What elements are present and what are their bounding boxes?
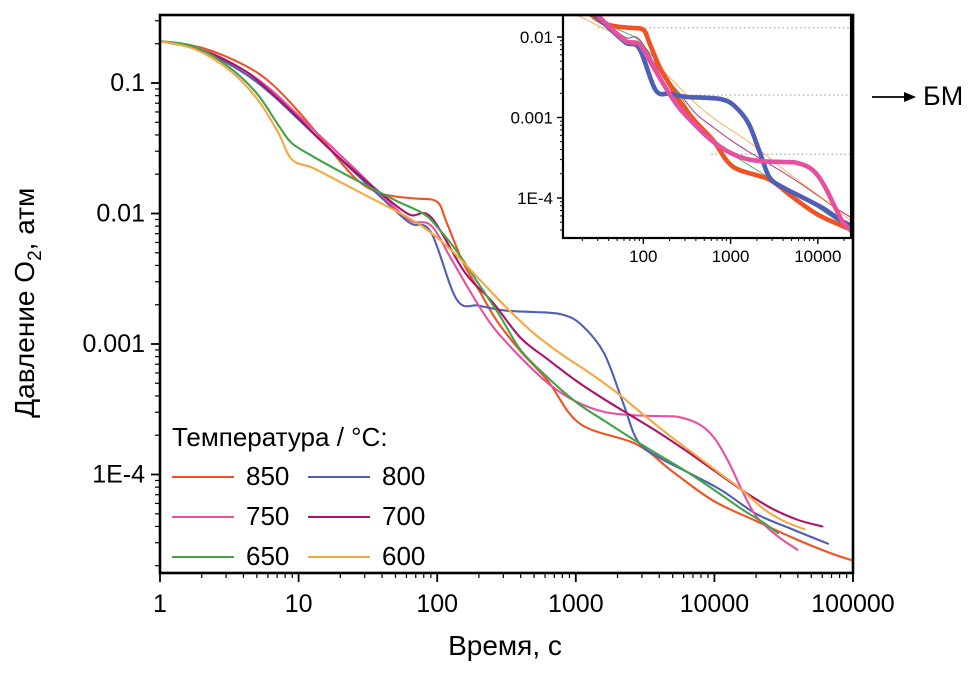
legend-label-750: 750 xyxy=(246,501,290,531)
y-tick-label: 0.1 xyxy=(110,69,145,97)
inset-thin-curve-600 xyxy=(576,15,851,222)
y-tick-label: 0.01 xyxy=(96,200,145,228)
legend-label-850: 850 xyxy=(246,461,290,491)
legend-item-600: 600 xyxy=(308,541,432,572)
inset-tick-label: 1E-4 xyxy=(517,189,553,208)
x-tick-label: 1 xyxy=(153,590,167,618)
legend: Температура / °C: 850 800 750 700 650 xyxy=(172,422,432,572)
curve-750 xyxy=(160,40,799,551)
legend-item-750: 750 xyxy=(172,501,296,532)
inset-thick-curve-850 xyxy=(588,15,851,233)
legend-label-600: 600 xyxy=(382,541,426,571)
right-arrow-icon xyxy=(872,91,916,102)
legend-grid: 850 800 750 700 650 600 xyxy=(172,461,432,572)
legend-item-850: 850 xyxy=(172,461,296,492)
inset-thick-curve-750 xyxy=(593,15,851,234)
legend-line-swatch-650 xyxy=(172,555,234,558)
y-axis-title-units: , атм xyxy=(9,187,41,251)
x-tick-label: 100 xyxy=(416,590,458,618)
y-axis-title: Давление O2, атм xyxy=(9,103,47,503)
bm-annotation: БМ xyxy=(872,81,963,112)
inset-tick-label: 0.01 xyxy=(520,28,553,47)
inset-tick-label: 100 xyxy=(629,247,657,266)
legend-item-700: 700 xyxy=(308,501,432,532)
legend-line-swatch-850 xyxy=(172,475,234,478)
legend-line-swatch-750 xyxy=(172,515,234,518)
legend-item-800: 800 xyxy=(308,461,432,492)
inset-thick-curve-800 xyxy=(591,15,851,229)
x-tick-label: 1000 xyxy=(548,590,604,618)
y-axis-title-subscript: 2 xyxy=(24,250,46,261)
y-axis-title-text: Давление O xyxy=(9,260,41,418)
main-curves xyxy=(160,40,853,562)
legend-label-650: 650 xyxy=(246,541,290,571)
x-axis-title: Время, с xyxy=(448,630,562,661)
legend-line-swatch-600 xyxy=(308,555,370,558)
curve-600 xyxy=(160,40,806,531)
inset-tick-label: 0.001 xyxy=(510,109,553,128)
inset-tick-label: 1000 xyxy=(712,247,750,266)
legend-label-700: 700 xyxy=(382,501,426,531)
legend-line-swatch-700 xyxy=(308,515,370,518)
x-tick-label: 10000 xyxy=(680,590,750,618)
bm-annotation-label: БМ xyxy=(923,81,964,111)
y-tick-label: 0.001 xyxy=(82,330,145,358)
legend-line-swatch-800 xyxy=(308,475,370,478)
inset-plot: 100 1000 10000 0.01 0.001 1E-4 xyxy=(510,13,853,266)
y-tick-label: 1E-4 xyxy=(92,461,145,489)
legend-label-800: 800 xyxy=(382,461,426,491)
inset-thin-curve-700 xyxy=(595,15,851,218)
x-tick-label: 10 xyxy=(285,590,313,618)
x-tick-label: 100000 xyxy=(811,590,894,618)
legend-title: Температура / °C: xyxy=(172,422,388,452)
plot-border xyxy=(158,13,855,575)
curve-700 xyxy=(160,40,824,528)
inset-tick-label: 10000 xyxy=(794,247,841,266)
legend-item-650: 650 xyxy=(172,541,296,572)
main-axes: 1 10 100 1000 10000 100000 0.1 0.01 0.001 1E-4 xyxy=(82,20,895,618)
